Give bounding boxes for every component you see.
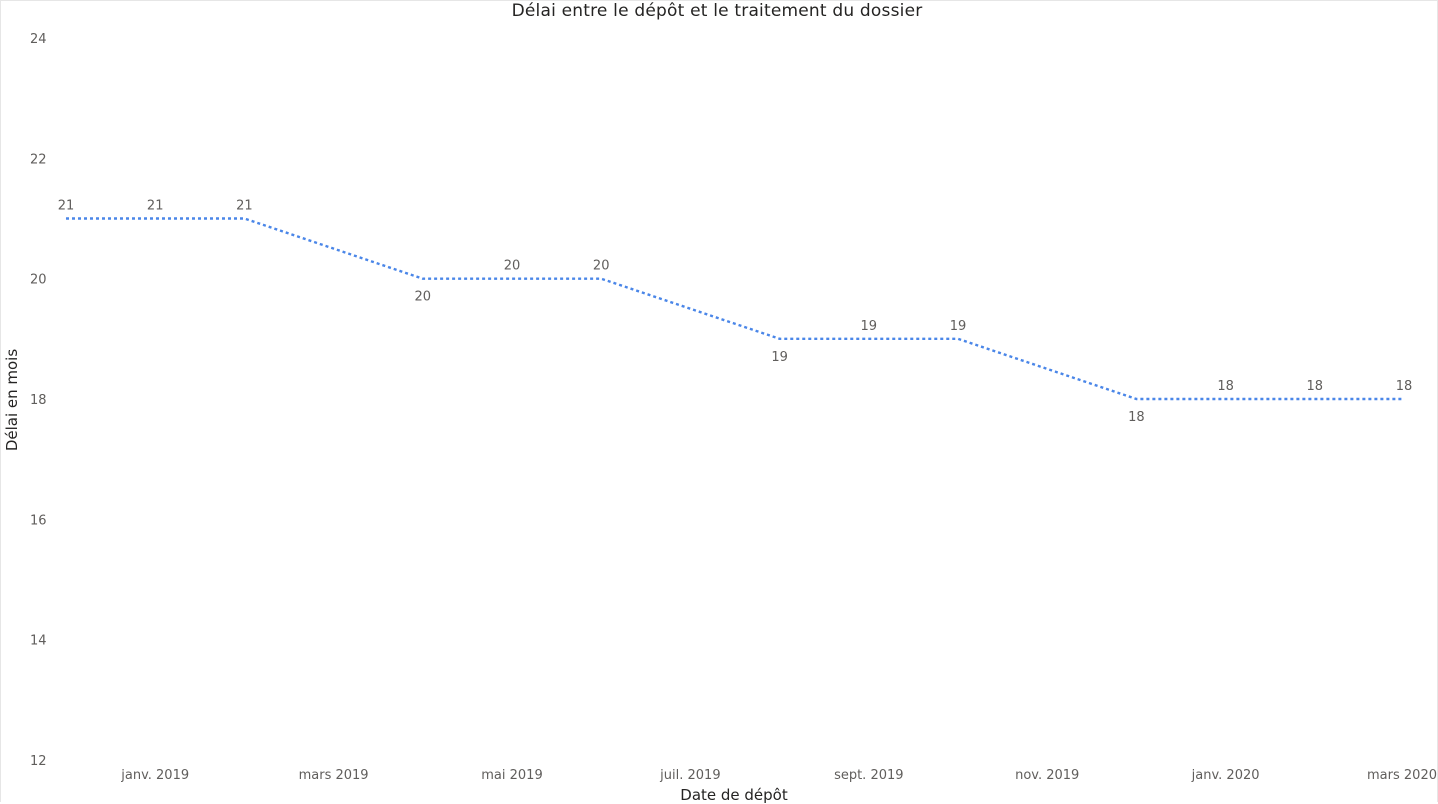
data-label: 19 <box>771 350 788 365</box>
y-tick-label: 16 <box>30 513 47 528</box>
data-label: 21 <box>58 199 75 214</box>
y-tick-label: 12 <box>30 754 47 769</box>
x-tick-label: juil. 2019 <box>659 768 720 783</box>
data-label: 21 <box>236 199 253 214</box>
y-tick-label: 14 <box>30 634 47 649</box>
x-tick-label: mai 2019 <box>481 768 542 783</box>
x-tick-label: sept. 2019 <box>834 768 903 783</box>
y-tick-label: 18 <box>30 393 47 408</box>
data-label: 21 <box>147 199 164 214</box>
data-label: 20 <box>504 259 521 274</box>
data-label: 18 <box>1307 379 1324 394</box>
data-label: 18 <box>1128 410 1145 425</box>
data-label: 20 <box>415 290 432 305</box>
x-tick-label: janv. 2020 <box>1191 768 1260 783</box>
x-tick-label: mars 2019 <box>299 768 369 783</box>
x-tick-label: janv. 2019 <box>120 768 189 783</box>
data-label: 19 <box>950 319 967 334</box>
series-line <box>66 219 1404 400</box>
data-label: 18 <box>1217 379 1234 394</box>
x-tick-label: mars 2020 <box>1367 768 1437 783</box>
x-tick-label: nov. 2019 <box>1015 768 1079 783</box>
data-label: 19 <box>861 319 878 334</box>
data-label: 20 <box>593 259 610 274</box>
data-label: 18 <box>1396 379 1413 394</box>
y-tick-label: 22 <box>30 152 47 167</box>
y-tick-label: 24 <box>30 32 47 47</box>
y-tick-label: 20 <box>30 273 47 288</box>
